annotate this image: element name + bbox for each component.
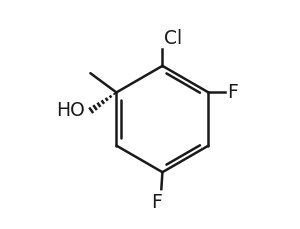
Text: F: F <box>227 83 238 102</box>
Text: Cl: Cl <box>164 29 182 48</box>
Text: HO: HO <box>56 101 85 120</box>
Text: F: F <box>151 193 162 212</box>
